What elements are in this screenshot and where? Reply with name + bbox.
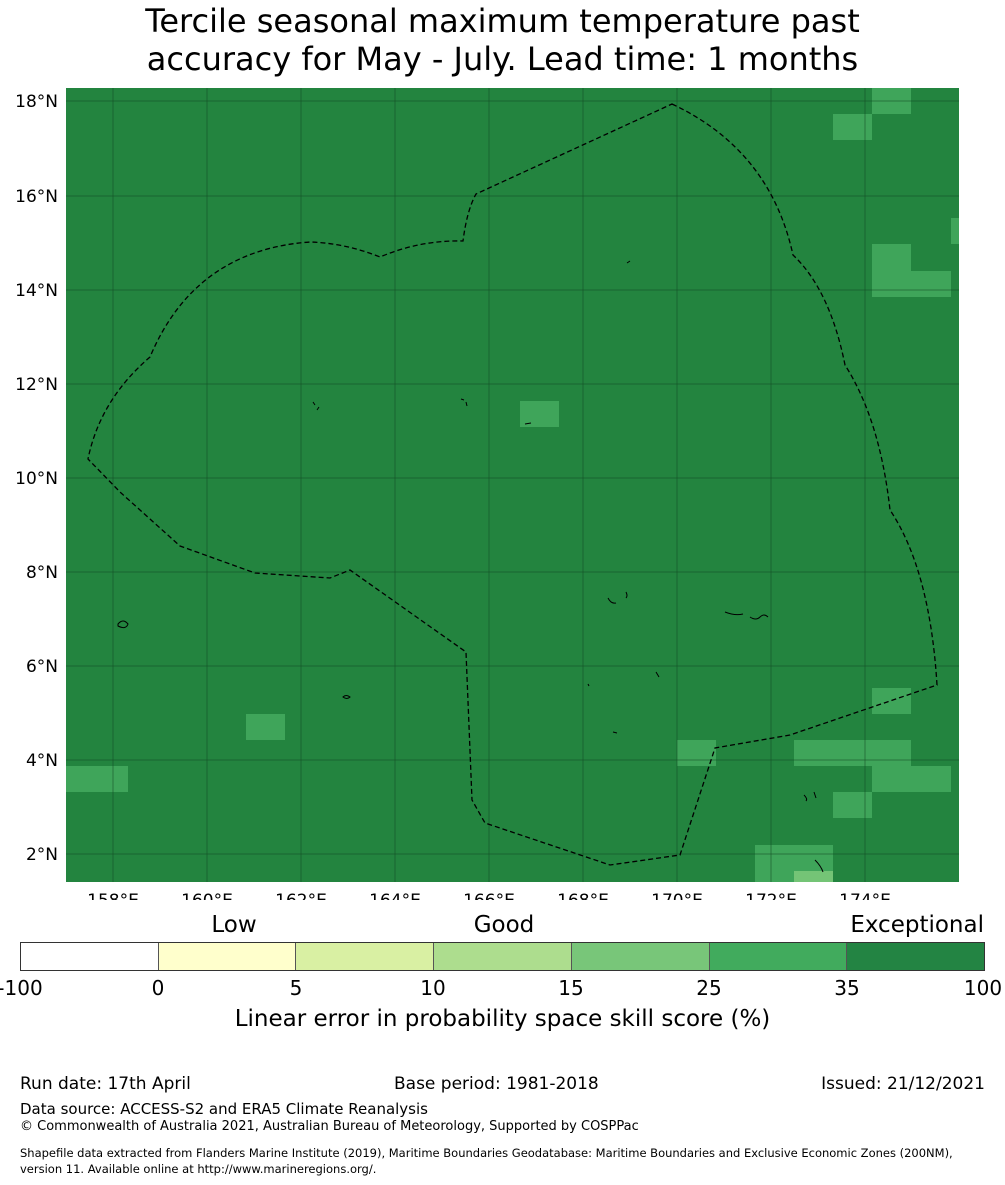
skill-cell [794, 871, 833, 882]
latitude-tick-label: 8°N [26, 563, 58, 583]
latitude-tick-label: 6°N [26, 657, 58, 677]
latitude-labels: 18°N 16°N 14°N 12°N 10°N 8°N 6°N 4°N 2°N [15, 92, 58, 865]
island-outline [117, 620, 129, 629]
longitude-tick-label: 172°E [745, 891, 797, 900]
skill-cell [755, 871, 794, 882]
latitude-tick-label: 10°N [15, 469, 58, 489]
colorbar-segment [158, 943, 297, 970]
skill-cell [872, 244, 911, 271]
skill-cell [872, 766, 951, 792]
longitude-tick-label: 170°E [651, 891, 703, 900]
colorbar-tick: 10 [420, 976, 446, 1000]
colorbar-category-good: Good [473, 912, 535, 938]
base-period: Base period: 1981-2018 [394, 1074, 599, 1094]
colorbar-label: Linear error in probability space skill … [234, 1006, 771, 1032]
title-line-1: Tercile seasonal maximum temperature pas… [145, 2, 860, 40]
skill-cell [833, 792, 872, 818]
colorbar-category-low: Low [211, 912, 257, 938]
skill-cell [677, 740, 716, 766]
run-date: Run date: 17th April [20, 1074, 191, 1094]
colorbar-segment [709, 943, 848, 970]
skill-cell [520, 401, 559, 427]
data-source: Data source: ACCESS-S2 and ERA5 Climate … [20, 1100, 428, 1118]
longitude-tick-label: 174°E [839, 891, 891, 900]
latitude-tick-label: 16°N [15, 187, 58, 207]
colorbar [20, 942, 985, 971]
longitude-tick-label: 166°E [463, 891, 515, 900]
skill-cell [833, 114, 872, 140]
longitude-tick-label: 158°E [87, 891, 139, 900]
colorbar-segment [296, 943, 435, 970]
island-outline [460, 398, 660, 734]
colorbar-category-exceptional: Exceptional [850, 912, 984, 938]
skill-cell [872, 271, 951, 297]
skill-cell [794, 740, 911, 766]
island-outline [312, 260, 631, 425]
island-outlines [117, 260, 824, 873]
colorbar-tick: 35 [834, 976, 860, 1000]
chart-title: Tercile seasonal maximum temperature pas… [0, 2, 1005, 78]
island-outline [607, 591, 628, 604]
skill-map: 18°N 16°N 14°N 12°N 10°N 8°N 6°N 4°N 2°N 158°E 16… [15, 88, 959, 900]
latitude-tick-label: 4°N [26, 751, 58, 771]
graticule [66, 88, 959, 882]
longitude-tick-label: 168°E [557, 891, 609, 900]
colorbar-tick: 25 [696, 976, 722, 1000]
longitude-tick-label: 160°E [181, 891, 233, 900]
lighter-cells [66, 88, 959, 882]
latitude-tick-label: 18°N [15, 92, 58, 112]
island-outline [803, 791, 824, 873]
longitude-tick-label: 162°E [275, 891, 327, 900]
longitude-tick-label: 164°E [369, 891, 421, 900]
colorbar-tick: 0 [151, 976, 165, 1000]
issued-date: Issued: 21/12/2021 [821, 1074, 985, 1094]
skill-cell [872, 688, 911, 714]
shapefile-credit-line-2: version 11. Available online at http://w… [20, 1162, 377, 1176]
copyright: © Commonwealth of Australia 2021, Austra… [20, 1119, 639, 1134]
colorbar-tick: 100 [963, 976, 1003, 1000]
longitude-labels: 158°E 160°E 162°E 164°E 166°E 168°E 170°E 172°E… [87, 891, 891, 900]
colorbar-tick: 15 [558, 976, 584, 1000]
colorbar-segment [21, 943, 159, 970]
colorbar-segment [571, 943, 710, 970]
island-outline [342, 695, 351, 699]
skill-cell [755, 845, 833, 871]
shapefile-credit-line-1: Shapefile data extracted from Flanders M… [20, 1146, 953, 1160]
colorbar-tick: -100 [0, 976, 43, 1000]
colorbar-tick: 5 [289, 976, 303, 1000]
skill-cell [246, 714, 285, 740]
latitude-tick-label: 14°N [15, 281, 58, 301]
skill-cell [951, 218, 959, 244]
skill-cell [66, 766, 128, 792]
island-outline [724, 611, 769, 620]
colorbar-segment [434, 943, 572, 970]
latitude-tick-label: 12°N [15, 375, 58, 395]
eez-boundary [87, 103, 938, 866]
title-line-2: accuracy for May - July. Lead time: 1 mo… [146, 40, 859, 78]
latitude-tick-label: 2°N [26, 845, 58, 865]
colorbar-segment [847, 943, 985, 970]
